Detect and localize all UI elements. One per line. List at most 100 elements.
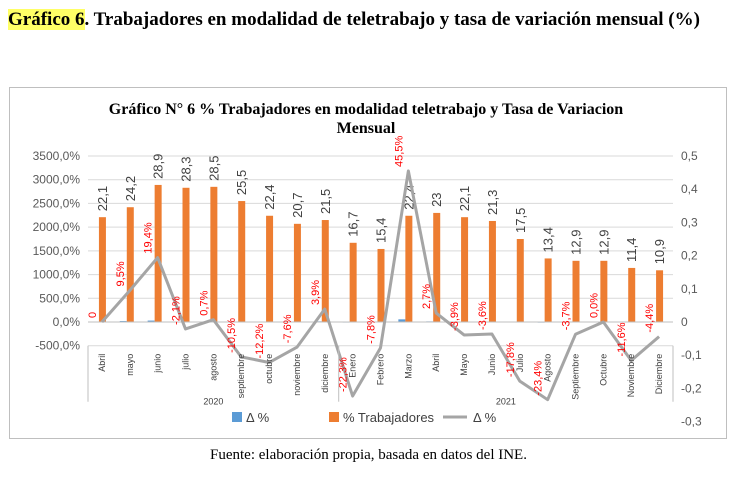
category-label: mayo bbox=[125, 354, 135, 376]
bar-trabajadores bbox=[182, 187, 190, 322]
group-label: 2021 bbox=[496, 397, 516, 407]
category-label: Octubre bbox=[598, 354, 608, 386]
y-left-tick-label: 3000,0% bbox=[33, 173, 81, 187]
category-label: junio bbox=[153, 354, 163, 374]
chart-area: Gráfico N° 6 % Trabajadores en modalidad… bbox=[33, 101, 702, 429]
legend-swatch bbox=[232, 412, 242, 422]
bar-trabajadores bbox=[349, 242, 357, 322]
line-data-label: -7,6% bbox=[282, 314, 294, 343]
category-label: Septiembre bbox=[571, 354, 581, 400]
bar-trabajadores bbox=[544, 258, 552, 322]
category-label: Abril bbox=[97, 354, 107, 372]
bar-data-label: 12,9 bbox=[596, 230, 611, 255]
bar-data-label: 25,5 bbox=[234, 170, 249, 195]
bar-trabajadores bbox=[377, 248, 385, 322]
bar-delta bbox=[398, 319, 406, 322]
bar-data-label: 16,7 bbox=[346, 211, 361, 236]
bar-trabajadores bbox=[266, 215, 274, 322]
y-left-tick-label: 2000,0% bbox=[33, 220, 81, 234]
line-data-label: -3,6% bbox=[477, 301, 489, 330]
bar-trabajadores bbox=[656, 270, 664, 322]
line-data-label: -7,8% bbox=[366, 315, 378, 344]
bar-data-label: 13,4 bbox=[541, 227, 556, 252]
bar-trabajadores bbox=[98, 217, 106, 322]
legend-swatch bbox=[329, 412, 339, 422]
y-right-tick-label: 0,4 bbox=[681, 182, 698, 196]
bar-data-label: 17,5 bbox=[513, 208, 528, 233]
chart-frame bbox=[9, 87, 727, 439]
line-data-label: -3,7% bbox=[561, 301, 573, 330]
category-label: Junio bbox=[487, 354, 497, 376]
bar-trabajadores bbox=[600, 260, 608, 322]
bar-data-label: 20,7 bbox=[290, 193, 305, 218]
figure-caption: . Trabajadores en modalidad de teletraba… bbox=[84, 9, 700, 30]
y-left-tick-label: 500,0% bbox=[39, 291, 80, 305]
category-label: agosto bbox=[208, 354, 218, 381]
line-data-label: 0 bbox=[87, 312, 99, 318]
bar-trabajadores bbox=[516, 239, 524, 322]
bar-data-label: 10,9 bbox=[652, 239, 667, 264]
category-label: diciembre bbox=[320, 354, 330, 393]
bar-trabajadores bbox=[461, 217, 469, 322]
source-note: Fuente: elaboración propia, basada en da… bbox=[210, 447, 527, 463]
category-label: Abril bbox=[431, 354, 441, 372]
category-label: noviembre bbox=[292, 354, 302, 396]
y-left-tick-label: 3500,0% bbox=[33, 149, 81, 163]
chart-title-line2: Mensual bbox=[337, 120, 396, 137]
category-label: Noviembre bbox=[626, 354, 636, 398]
bar-data-label: 15,4 bbox=[374, 218, 389, 243]
bar-trabajadores bbox=[433, 212, 441, 322]
bar-data-label: 28,5 bbox=[206, 156, 221, 181]
line-data-label: 0,7% bbox=[198, 290, 210, 315]
y-left-tick-label: 1000,0% bbox=[33, 268, 81, 282]
line-data-label: 0,0% bbox=[588, 293, 600, 318]
line-data-label: -23,4% bbox=[533, 361, 545, 396]
line-data-label: 19,4% bbox=[143, 222, 155, 253]
line-data-label: -3,9% bbox=[449, 302, 461, 331]
bar-trabajadores bbox=[488, 220, 496, 322]
bar-data-label: 24,2 bbox=[123, 176, 138, 201]
category-label: Enero bbox=[348, 354, 358, 378]
line-data-label: -4,4% bbox=[644, 304, 656, 333]
y-right-tick-label: -0,1 bbox=[681, 348, 702, 362]
y-right-tick-label: 0 bbox=[681, 315, 688, 329]
bar-data-label: 11,4 bbox=[624, 238, 639, 262]
bar-trabajadores bbox=[405, 215, 413, 322]
line-data-label: -11,6% bbox=[616, 322, 628, 356]
line-data-label: 45,5% bbox=[393, 136, 405, 167]
category-label: octubre bbox=[264, 354, 274, 384]
line-data-label: -22,3% bbox=[338, 357, 350, 392]
bar-trabajadores bbox=[293, 223, 301, 322]
y-left-tick-label: 0,0% bbox=[53, 315, 81, 329]
bar-data-label: 28,3 bbox=[179, 156, 194, 181]
bar-trabajadores bbox=[572, 260, 580, 322]
y-right-tick-label: 0,1 bbox=[681, 282, 698, 296]
line-data-label: 9,5% bbox=[115, 261, 127, 286]
line-data-label: -10,5% bbox=[226, 318, 238, 353]
category-label: Agosto bbox=[543, 354, 553, 382]
line-data-label: -12,2% bbox=[254, 323, 266, 358]
bar-data-label: 28,9 bbox=[151, 154, 166, 179]
bar-data-label: 22,1 bbox=[457, 186, 472, 211]
y-right-tick-label: 0,5 bbox=[681, 149, 698, 163]
y-right-tick-label: 0,3 bbox=[681, 215, 698, 229]
y-left-tick-label: 2500,0% bbox=[33, 196, 81, 210]
legend-label: Δ % bbox=[473, 410, 497, 425]
category-label: Mayo bbox=[459, 354, 469, 376]
bar-data-label: 12,9 bbox=[569, 230, 584, 255]
chart-title-line1: Gráfico N° 6 % Trabajadores en modalidad… bbox=[109, 101, 624, 118]
plot-area: -500,0% 0,0% 500,0% 1000,0% 1500,0% 2000,0% 25… bbox=[33, 136, 702, 429]
legend-label: Δ % bbox=[246, 410, 270, 425]
group-label: 2020 bbox=[203, 397, 223, 407]
category-label: julio bbox=[181, 354, 191, 371]
line-data-label: -2,1% bbox=[171, 296, 183, 325]
bar-trabajadores bbox=[628, 267, 636, 322]
legend-label: % Trabajadores bbox=[343, 410, 435, 425]
bar-data-label: 21,5 bbox=[318, 189, 333, 214]
bar-data-label: 21,3 bbox=[485, 190, 500, 215]
bar-data-label: 22,1 bbox=[95, 186, 110, 211]
bar-trabajadores bbox=[210, 186, 218, 322]
bar-data-label: 22,4 bbox=[262, 184, 277, 209]
category-label: septiembre bbox=[236, 354, 246, 399]
figure-number: Gráfico 6 bbox=[8, 9, 85, 30]
